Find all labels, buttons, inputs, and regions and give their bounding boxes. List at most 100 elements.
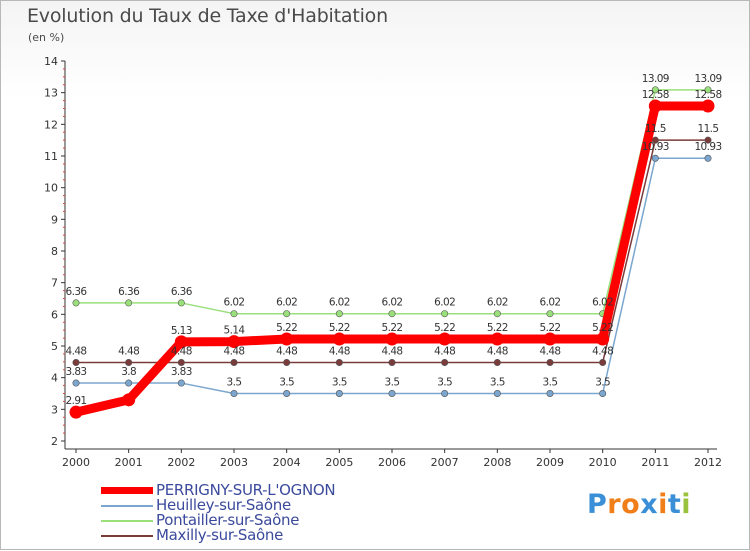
data-label-maxilly-sur-sa-ne: 4.48 [434, 345, 455, 357]
data-point-pontailler-sur-sa-ne [493, 310, 501, 318]
data-label-maxilly-sur-sa-ne: 11.5 [698, 123, 719, 135]
data-point-maxilly-sur-sa-ne [72, 358, 80, 366]
data-label-maxilly-sur-sa-ne: 4.48 [382, 345, 403, 357]
data-label-maxilly-sur-sa-ne: 4.48 [329, 345, 350, 357]
data-label-perrigny-sur-l-ognon: 5.22 [487, 322, 508, 334]
data-point-heuilley-sur-sa-ne [388, 389, 396, 397]
logo-letter: x [640, 489, 659, 520]
data-label-maxilly-sur-sa-ne: 4.48 [171, 345, 192, 357]
y-tick-label: 8 [51, 245, 58, 258]
data-label-heuilley-sur-sa-ne: 3.5 [227, 377, 242, 389]
data-label-maxilly-sur-sa-ne: 11.5 [645, 123, 666, 135]
data-label-perrigny-sur-l-ognon: 5.22 [276, 322, 297, 334]
data-point-maxilly-sur-sa-ne [230, 358, 238, 366]
y-tick-label: 5 [51, 340, 58, 353]
data-label-pontailler-sur-sa-ne: 6.36 [171, 286, 193, 298]
data-label-perrigny-sur-l-ognon: 5.22 [382, 322, 403, 334]
data-label-pontailler-sur-sa-ne: 6.02 [382, 297, 403, 309]
x-tick-label: 2002 [167, 456, 195, 469]
legend-label: Heuilley-sur-Saône [156, 496, 291, 514]
legend-swatch-maxilly [101, 535, 153, 537]
x-tick-label: 2000 [62, 456, 90, 469]
data-point-perrigny-sur-l-ognon [69, 405, 83, 419]
data-label-pontailler-sur-sa-ne: 13.09 [694, 73, 721, 85]
data-label-perrigny-sur-l-ognon: 12.58 [694, 89, 721, 101]
data-label-maxilly-sur-sa-ne: 4.48 [487, 345, 508, 357]
data-point-maxilly-sur-sa-ne [388, 358, 396, 366]
data-label-maxilly-sur-sa-ne: 4.48 [592, 345, 613, 357]
data-label-heuilley-sur-sa-ne: 3.5 [437, 377, 452, 389]
x-tick-label: 2010 [589, 456, 617, 469]
data-point-perrigny-sur-l-ognon [543, 332, 557, 346]
legend-label: Pontailler-sur-Saône [156, 511, 300, 529]
data-label-heuilley-sur-sa-ne: 10.93 [642, 141, 669, 153]
data-point-maxilly-sur-sa-ne [493, 358, 501, 366]
x-tick-label: 2009 [536, 456, 564, 469]
data-point-pontailler-sur-sa-ne [388, 310, 396, 318]
data-label-perrigny-sur-l-ognon: 5.22 [592, 322, 613, 334]
data-label-heuilley-sur-sa-ne: 3.83 [66, 366, 87, 378]
x-tick-label: 2005 [325, 456, 353, 469]
data-point-maxilly-sur-sa-ne [599, 358, 607, 366]
x-tick-label: 2006 [378, 456, 406, 469]
y-tick-label: 10 [44, 182, 58, 195]
data-label-pontailler-sur-sa-ne: 6.02 [329, 297, 350, 309]
data-point-perrigny-sur-l-ognon [280, 332, 294, 346]
data-label-maxilly-sur-sa-ne: 4.48 [540, 345, 561, 357]
data-label-pontailler-sur-sa-ne: 6.36 [66, 286, 88, 298]
data-label-pontailler-sur-sa-ne: 6.02 [276, 297, 297, 309]
chart-subtitle: (en %) [28, 31, 65, 44]
data-point-heuilley-sur-sa-ne [177, 379, 185, 387]
data-point-perrigny-sur-l-ognon [438, 332, 452, 346]
data-label-perrigny-sur-l-ognon: 2.91 [66, 395, 87, 407]
data-label-pontailler-sur-sa-ne: 6.02 [592, 297, 613, 309]
x-tick-label: 2001 [115, 456, 143, 469]
y-tick-label: 6 [51, 308, 58, 321]
data-point-heuilley-sur-sa-ne [335, 389, 343, 397]
data-label-heuilley-sur-sa-ne: 3.5 [490, 377, 505, 389]
logo-letter: P [587, 489, 608, 520]
data-point-heuilley-sur-sa-ne [546, 389, 554, 397]
data-label-heuilley-sur-sa-ne: 3.5 [595, 377, 610, 389]
data-label-perrigny-sur-l-ognon: 5.22 [329, 322, 350, 334]
data-label-maxilly-sur-sa-ne: 4.48 [276, 345, 297, 357]
data-label-perrigny-sur-l-ognon: 5.14 [224, 325, 246, 337]
data-point-heuilley-sur-sa-ne [125, 379, 133, 387]
data-label-perrigny-sur-l-ognon: 5.22 [540, 322, 561, 334]
data-point-pontailler-sur-sa-ne [283, 310, 291, 318]
data-point-perrigny-sur-l-ognon [122, 393, 136, 407]
data-point-heuilley-sur-sa-ne [230, 389, 238, 397]
legend-label: Maxilly-sur-Saône [156, 526, 284, 544]
x-tick-label: 2007 [431, 456, 459, 469]
data-label-heuilley-sur-sa-ne: 3.5 [543, 377, 558, 389]
data-label-pontailler-sur-sa-ne: 13.09 [642, 73, 669, 85]
data-label-maxilly-sur-sa-ne: 4.48 [118, 345, 139, 357]
data-point-pontailler-sur-sa-ne [441, 310, 449, 318]
logo-letter: t [667, 489, 682, 520]
data-label-pontailler-sur-sa-ne: 6.02 [224, 297, 245, 309]
data-point-maxilly-sur-sa-ne [441, 358, 449, 366]
y-tick-label: 4 [51, 372, 58, 385]
series-lines [69, 86, 715, 419]
legend-swatch-pontailler [101, 520, 153, 522]
data-point-maxilly-sur-sa-ne [283, 358, 291, 366]
data-point-pontailler-sur-sa-ne [72, 299, 80, 307]
data-point-perrigny-sur-l-ognon [385, 332, 399, 346]
data-label-pontailler-sur-sa-ne: 6.02 [434, 297, 455, 309]
y-tick-label: 9 [51, 213, 58, 226]
data-label-maxilly-sur-sa-ne: 4.48 [66, 345, 87, 357]
data-point-pontailler-sur-sa-ne [335, 310, 343, 318]
x-tick-label: 2008 [483, 456, 511, 469]
data-point-perrigny-sur-l-ognon [332, 332, 346, 346]
data-label-maxilly-sur-sa-ne: 4.48 [224, 345, 245, 357]
data-point-maxilly-sur-sa-ne [125, 358, 133, 366]
x-tick-label: 2004 [273, 456, 301, 469]
data-label-heuilley-sur-sa-ne: 3.83 [171, 366, 192, 378]
data-label-pontailler-sur-sa-ne: 6.36 [118, 286, 140, 298]
y-tick-label: 2 [51, 435, 58, 448]
logo-letter: i [681, 489, 692, 520]
y-tick-label: 12 [44, 118, 58, 131]
series-labels: 6.36 6.36 6.36 6.02 6.02 6.02 6.02 6.02 6.02 6.02… [66, 73, 723, 407]
data-label-perrigny-sur-l-ognon: 5.22 [434, 322, 455, 334]
